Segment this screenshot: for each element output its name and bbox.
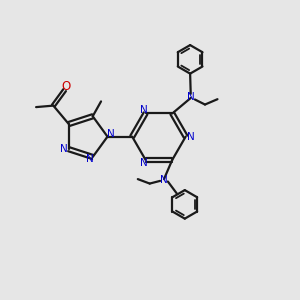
Text: N: N — [86, 154, 94, 164]
Text: N: N — [106, 129, 114, 139]
Text: N: N — [187, 92, 195, 102]
Text: O: O — [61, 80, 70, 93]
Text: N: N — [187, 132, 195, 142]
Text: N: N — [140, 158, 148, 168]
Text: N: N — [61, 144, 68, 154]
Text: N: N — [160, 175, 167, 185]
Text: N: N — [140, 105, 148, 115]
